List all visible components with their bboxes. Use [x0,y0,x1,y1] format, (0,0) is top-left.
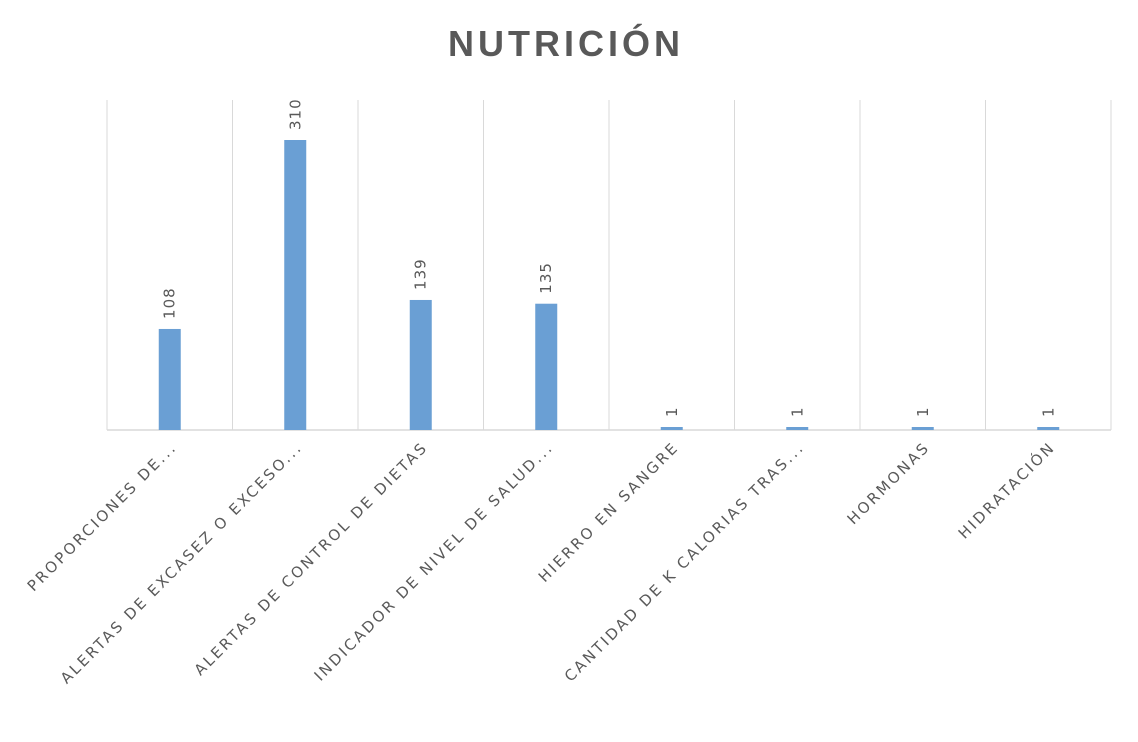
data-label: 1 [663,406,681,417]
data-label: 1 [914,406,932,417]
data-labels: 108 310 139 135 1 1 1 1 [161,98,1058,417]
bar [284,140,307,430]
bar [786,427,809,430]
category-axis-labels: PROPORCIONES DE...ALERTAS DE EXCASEZ O E… [24,437,1059,687]
bar [158,328,181,430]
bar [660,427,683,430]
chart-title: NUTRICIÓN [448,22,684,64]
category-label: CANTIDAD DE K CALORIAS TRAS... [561,438,808,685]
category-label: PROPORCIONES DE... [24,438,181,595]
category-gridlines [106,100,1112,430]
data-label: 139 [412,258,430,290]
bar-series [158,140,1060,430]
data-label: 1 [1039,406,1057,417]
data-label: 310 [286,98,304,130]
bar [1037,427,1060,430]
category-label: ALERTAS DE CONTROL DE DIETAS [191,438,432,679]
bar [535,303,558,430]
category-label: HORMONAS [844,438,934,528]
data-label: 1 [788,406,806,417]
data-label: 108 [161,287,179,319]
category-label: ALERTAS DE EXCASEZ O EXCESO... [57,438,306,687]
bar [409,299,432,430]
category-label: HIDRATACIÓN [954,437,1059,542]
data-label: 135 [537,262,555,294]
category-label: INDICADOR DE NIVEL DE SALUD... [311,438,557,684]
bar [911,427,934,430]
category-label: HIERRO EN SANGRE [535,438,683,586]
